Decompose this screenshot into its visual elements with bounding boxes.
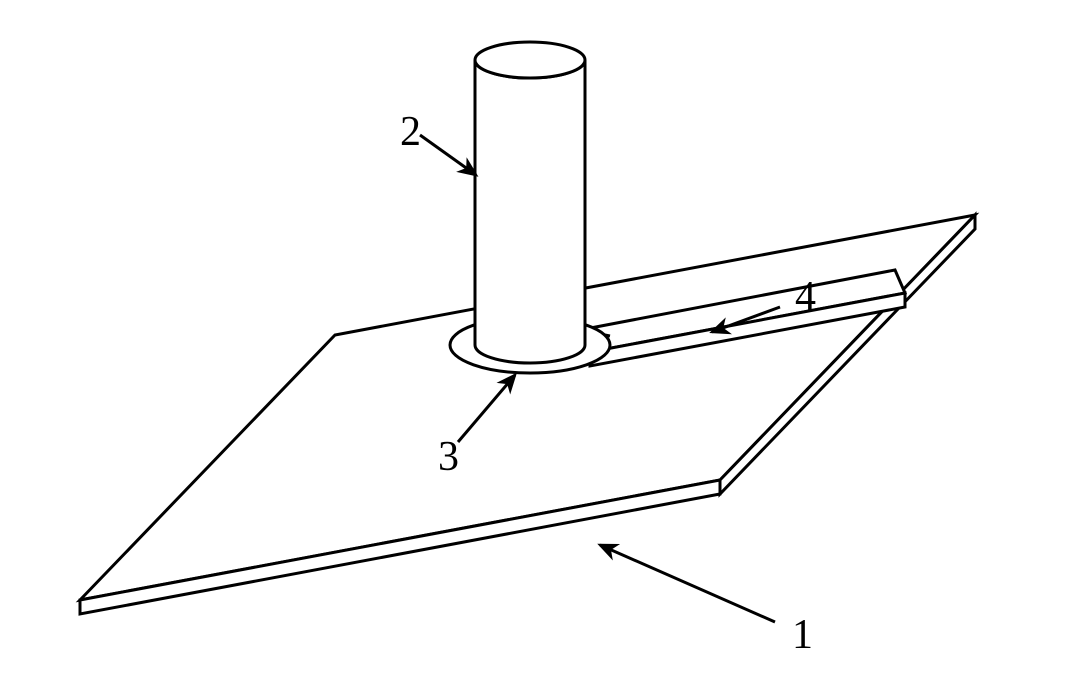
label-2: 2 bbox=[400, 109, 421, 155]
cylinder-top bbox=[475, 42, 585, 78]
cylinder-body bbox=[475, 60, 585, 363]
label-1: 1 bbox=[792, 612, 813, 658]
label-3: 3 bbox=[438, 434, 459, 480]
label-4: 4 bbox=[795, 274, 816, 320]
leader-arrow-2 bbox=[420, 135, 476, 175]
leader-arrow-1 bbox=[600, 545, 775, 622]
